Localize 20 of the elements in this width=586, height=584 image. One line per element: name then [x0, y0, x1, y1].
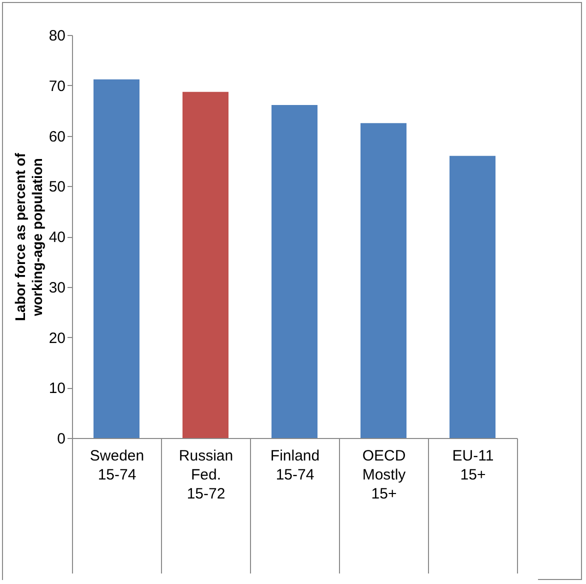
x-tick-label: Finland 15-74	[270, 448, 320, 484]
x-tick-label: EU-11 15+	[452, 448, 494, 484]
x-tick-label: Russian Fed. 15-72	[178, 448, 234, 502]
bar	[182, 92, 228, 438]
y-tick-label: 50	[48, 178, 66, 196]
bar	[272, 105, 318, 438]
y-tick-label: 40	[48, 229, 66, 246]
y-tick-label: 30	[48, 279, 66, 296]
bar	[94, 79, 140, 438]
bar	[360, 123, 406, 438]
y-axis-title: Labor force as percent of working-age population	[12, 152, 45, 322]
y-tick-label: 10	[48, 380, 66, 398]
bar	[450, 156, 496, 438]
y-tick-label: 0	[57, 430, 66, 448]
y-tick-label: 80	[48, 28, 66, 44]
y-tick-label: 70	[48, 78, 66, 95]
x-tick-label: Sweden 15-74	[90, 448, 144, 484]
y-tick-label: 20	[48, 330, 66, 347]
y-tick-label: 60	[48, 128, 66, 146]
x-tick-label: OECD Mostly 15+	[362, 448, 406, 502]
